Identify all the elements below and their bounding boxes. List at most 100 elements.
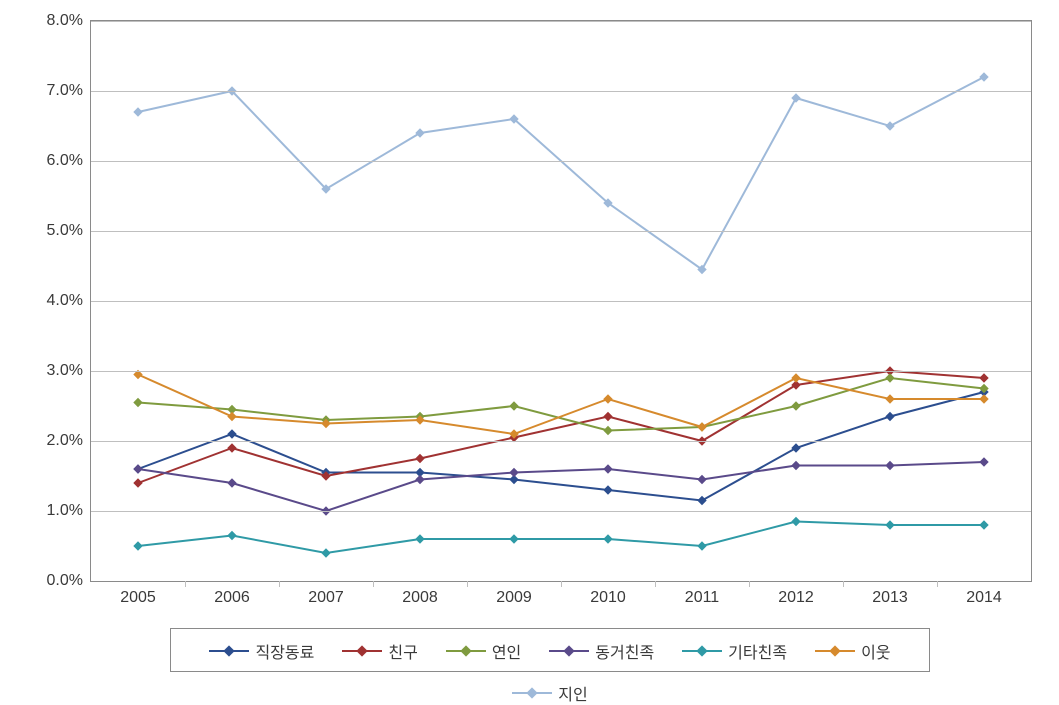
- series-marker: [604, 535, 612, 543]
- series-marker: [886, 462, 894, 470]
- series-marker: [604, 465, 612, 473]
- y-axis-label: 2.0%: [47, 432, 91, 450]
- x-axis-label: 2006: [214, 581, 250, 607]
- y-gridline: [91, 21, 1031, 22]
- plot-area: 0.0%1.0%2.0%3.0%4.0%5.0%6.0%7.0%8.0%2005…: [90, 20, 1032, 582]
- x-axis-label: 2014: [966, 581, 1002, 607]
- legend-item: 직장동료: [209, 639, 314, 663]
- y-axis-label: 8.0%: [47, 12, 91, 30]
- series-marker: [416, 535, 424, 543]
- series-marker: [228, 532, 236, 540]
- legend-label: 친구: [388, 639, 417, 663]
- x-axis-label: 2011: [685, 581, 719, 607]
- series-marker: [510, 469, 518, 477]
- y-gridline: [91, 161, 1031, 162]
- series-marker: [134, 542, 142, 550]
- y-axis-label: 5.0%: [47, 222, 91, 240]
- x-axis-tick: [467, 581, 468, 587]
- x-axis-label: 2009: [496, 581, 532, 607]
- legend-marker-icon: [342, 646, 382, 656]
- legend-label: 지인: [558, 681, 587, 705]
- legend-item: 지인: [512, 681, 587, 705]
- y-gridline: [91, 511, 1031, 512]
- x-axis-label: 2008: [402, 581, 438, 607]
- series-line: [138, 392, 984, 501]
- legend-label: 기타친족: [728, 639, 787, 663]
- y-axis-label: 3.0%: [47, 362, 91, 380]
- x-axis-label: 2010: [590, 581, 626, 607]
- series-line: [138, 378, 984, 431]
- y-axis-label: 1.0%: [47, 502, 91, 520]
- series-marker: [792, 444, 800, 452]
- x-axis-tick: [749, 581, 750, 587]
- legend-marker-icon: [512, 688, 552, 698]
- x-axis-label: 2005: [120, 581, 156, 607]
- series-marker: [228, 479, 236, 487]
- series-marker: [604, 413, 612, 421]
- series-marker: [134, 479, 142, 487]
- series-marker: [886, 122, 894, 130]
- legend-marker-icon: [815, 646, 855, 656]
- legend: 직장동료친구연인동거친족기타친족이웃지인: [170, 628, 930, 672]
- x-axis-label: 2012: [778, 581, 814, 607]
- y-axis-label: 0.0%: [47, 572, 91, 590]
- series-line: [138, 375, 984, 435]
- y-axis-label: 4.0%: [47, 292, 91, 310]
- legend-item: 이웃: [815, 639, 890, 663]
- x-axis-tick: [937, 581, 938, 587]
- legend-item: 친구: [342, 639, 417, 663]
- series-marker: [886, 374, 894, 382]
- series-marker: [698, 423, 706, 431]
- x-axis-tick: [561, 581, 562, 587]
- x-axis-tick: [373, 581, 374, 587]
- series-marker: [980, 374, 988, 382]
- series-marker: [792, 402, 800, 410]
- series-marker: [228, 430, 236, 438]
- x-axis-tick: [655, 581, 656, 587]
- series-marker: [980, 521, 988, 529]
- series-marker: [416, 476, 424, 484]
- x-axis-tick: [185, 581, 186, 587]
- y-axis-label: 6.0%: [47, 152, 91, 170]
- x-axis-label: 2013: [872, 581, 908, 607]
- series-marker: [134, 399, 142, 407]
- series-marker: [980, 458, 988, 466]
- series-marker: [228, 444, 236, 452]
- series-marker: [886, 413, 894, 421]
- x-axis-tick: [279, 581, 280, 587]
- series-marker: [228, 413, 236, 421]
- series-marker: [792, 518, 800, 526]
- legend-marker-icon: [446, 646, 486, 656]
- x-axis-tick: [843, 581, 844, 587]
- series-marker: [886, 395, 894, 403]
- legend-label: 연인: [492, 639, 521, 663]
- series-marker: [698, 476, 706, 484]
- y-gridline: [91, 371, 1031, 372]
- series-marker: [134, 465, 142, 473]
- series-marker: [134, 108, 142, 116]
- series-line: [138, 522, 984, 554]
- legend-marker-icon: [209, 646, 249, 656]
- legend-marker-icon: [682, 646, 722, 656]
- series-marker: [792, 462, 800, 470]
- series-marker: [416, 455, 424, 463]
- series-marker: [698, 497, 706, 505]
- y-gridline: [91, 231, 1031, 232]
- series-marker: [604, 486, 612, 494]
- series-marker: [604, 427, 612, 435]
- series-marker: [886, 521, 894, 529]
- series-marker: [322, 549, 330, 557]
- series-line: [138, 77, 984, 270]
- series-marker: [792, 94, 800, 102]
- legend-label: 이웃: [861, 639, 890, 663]
- x-axis-label: 2007: [308, 581, 344, 607]
- legend-item: 동거친족: [549, 639, 654, 663]
- legend-item: 기타친족: [682, 639, 787, 663]
- series-marker: [698, 542, 706, 550]
- series-marker: [980, 395, 988, 403]
- series-line: [138, 462, 984, 511]
- series-marker: [510, 535, 518, 543]
- legend-marker-icon: [549, 646, 589, 656]
- y-axis-label: 7.0%: [47, 82, 91, 100]
- y-gridline: [91, 301, 1031, 302]
